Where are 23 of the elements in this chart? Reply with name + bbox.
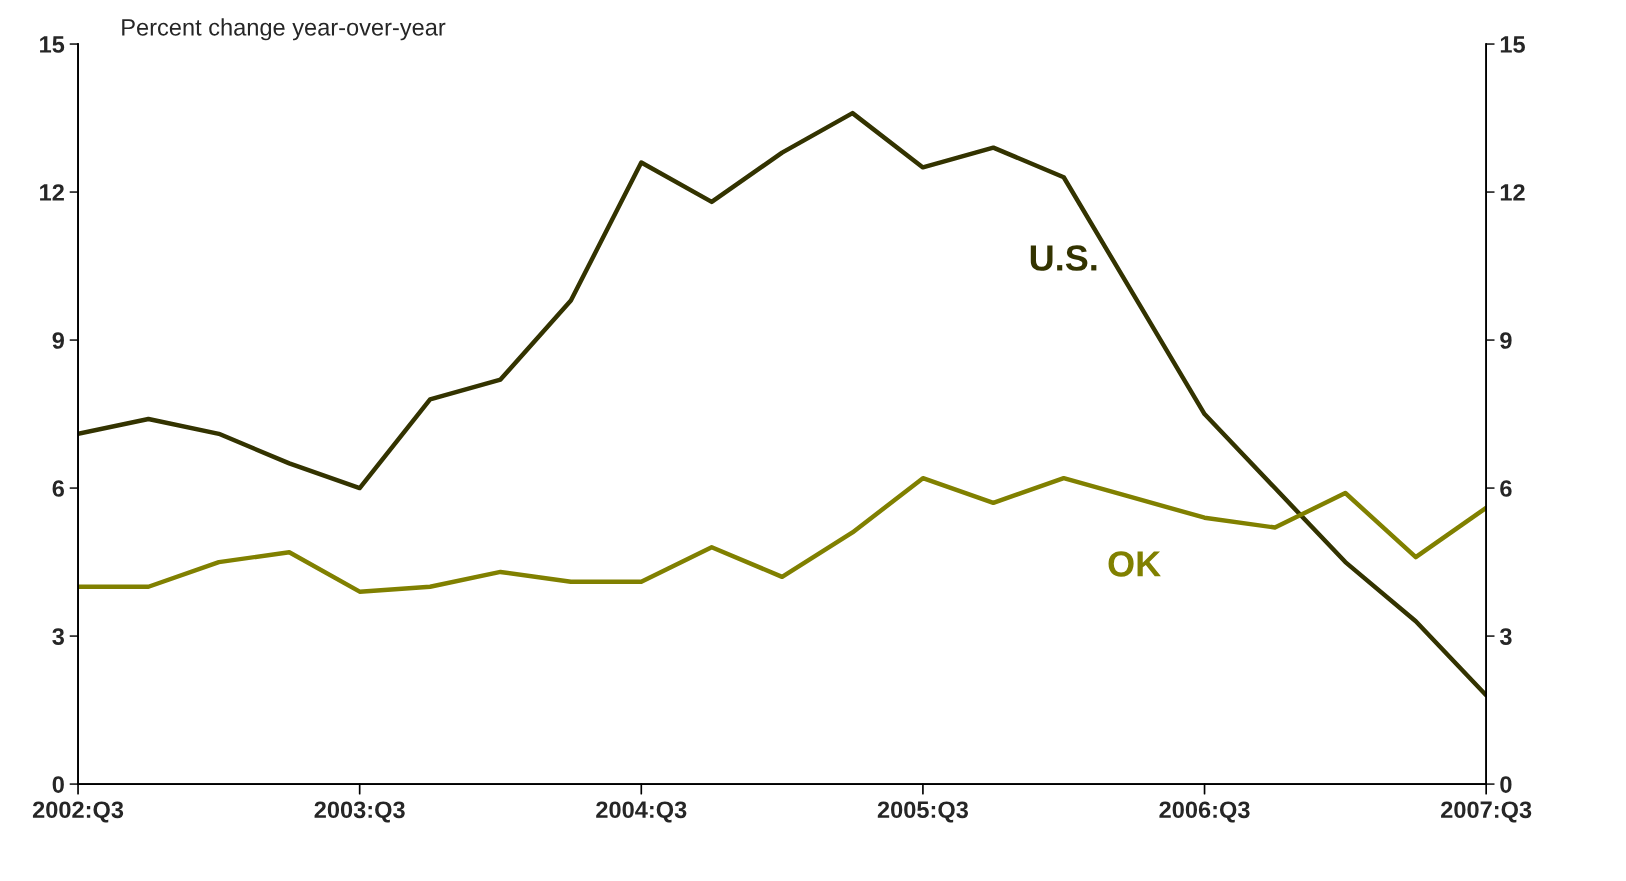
x-tick-label: 2005:Q3 — [877, 801, 969, 823]
y-tick-label: 0 — [52, 776, 64, 793]
y-tick-label: 6 — [52, 480, 64, 497]
y-tick-label: 12 — [40, 184, 64, 201]
x-tick-label: 2004:Q3 — [596, 801, 687, 823]
y2-tick-label: 12 — [1500, 184, 1525, 201]
x-tick-label: 2007:Q3 — [1441, 801, 1532, 823]
x-tick-label: 2002:Q3 — [32, 801, 124, 823]
x-tick-label: 2003:Q3 — [314, 801, 405, 823]
y2-tick-label: 3 — [1499, 628, 1512, 645]
y-tick-label: 3 — [52, 628, 64, 645]
y2-tick-label: 15 — [1500, 36, 1525, 53]
y2-tick-label: 6 — [1500, 480, 1512, 497]
series-label: U.S. — [1030, 245, 1097, 271]
x-tick-label: 2006:Q3 — [1159, 801, 1250, 823]
y2-tick-label: 0 — [1500, 776, 1512, 793]
y2-tick-label: 9 — [1500, 332, 1512, 349]
y-axis-title: Percent change year-over-year — [122, 18, 446, 41]
y-tick-label: 9 — [52, 332, 64, 349]
y-tick-label: 15 — [40, 36, 65, 53]
line-series — [78, 475, 1487, 594]
series-label: OK — [1108, 551, 1161, 577]
line-series — [78, 110, 1487, 698]
